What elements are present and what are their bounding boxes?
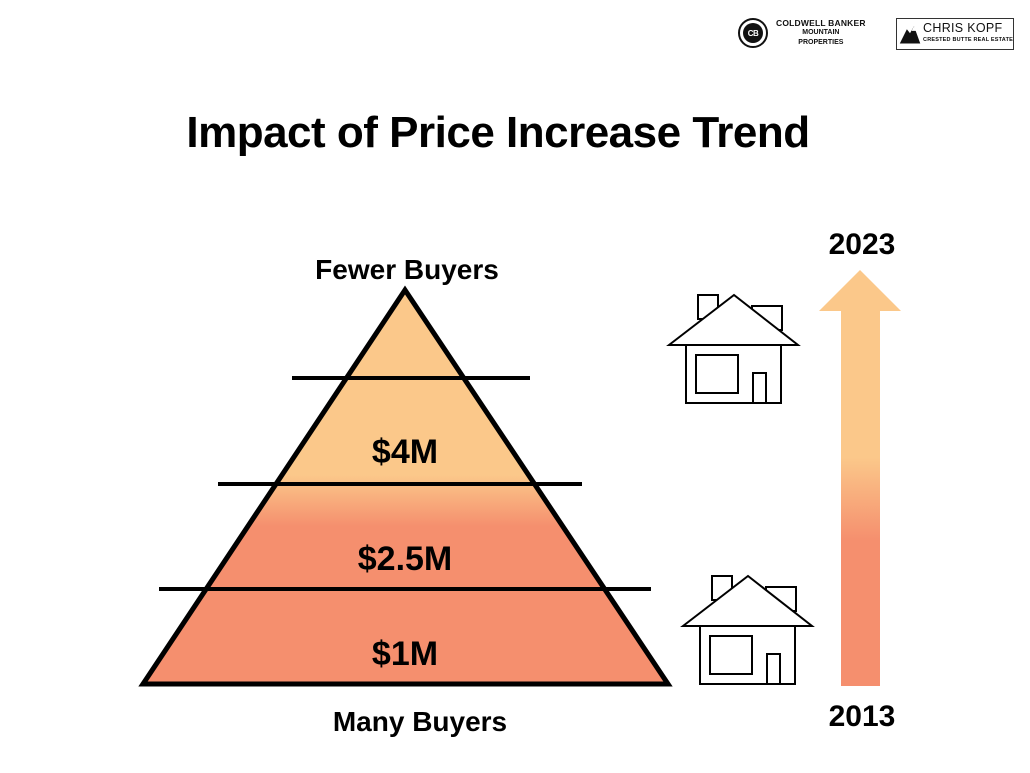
ck-logo-sub: CRESTED BUTTE REAL ESTATE xyxy=(923,37,1013,43)
cb-seal-icon: CB xyxy=(738,18,768,48)
coldwell-banker-logo: CB COLDWELL BANKER MOUNTAIN PROPERTIES xyxy=(738,18,866,48)
pyramid: Fewer Buyers $4M $2.5M $1M Many Buyers xyxy=(138,254,673,737)
up-arrow-icon xyxy=(819,270,901,686)
page-title: Impact of Price Increase Trend xyxy=(186,108,810,157)
year-end-label: 2023 xyxy=(829,228,896,261)
tier-label-2-5m: $2.5M xyxy=(358,540,453,578)
pyramid-shape xyxy=(138,285,673,687)
ck-logo-name: CHRIS KOPF xyxy=(923,21,1003,35)
house-icon-lower xyxy=(680,574,815,685)
mountain-icon xyxy=(899,26,921,44)
cb-logo-line3: PROPERTIES xyxy=(798,39,844,46)
year-start-label: 2013 xyxy=(829,700,896,733)
pyramid-top-label: Fewer Buyers xyxy=(315,254,499,285)
cb-logo-line2: MOUNTAIN xyxy=(802,29,840,36)
header-logos: CB COLDWELL BANKER MOUNTAIN PROPERTIES C… xyxy=(738,16,1018,56)
pyramid-bottom-label: Many Buyers xyxy=(333,706,507,737)
chris-kopf-logo: CHRIS KOPF CRESTED BUTTE REAL ESTATE xyxy=(896,18,1014,50)
tier-label-4m: $4M xyxy=(372,433,438,471)
cb-logo-line1: COLDWELL BANKER xyxy=(776,18,866,28)
tier-label-1m: $1M xyxy=(372,635,438,673)
house-icon-upper xyxy=(666,293,801,404)
timeline-arrow: 2023 2013 xyxy=(819,228,901,733)
